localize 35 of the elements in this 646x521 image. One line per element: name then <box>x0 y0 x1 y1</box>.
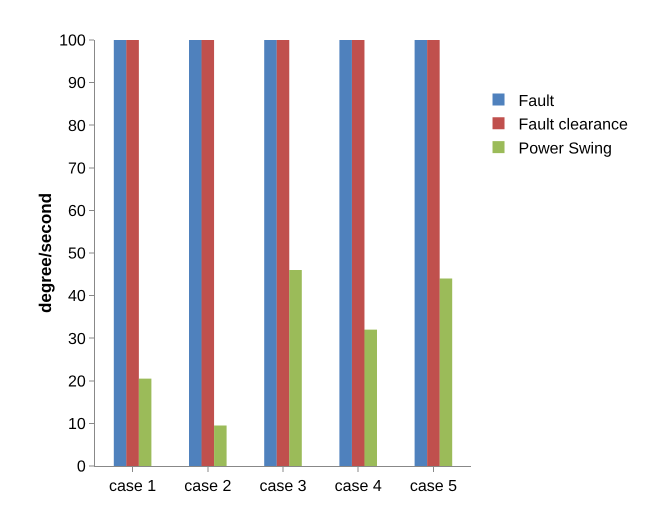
y-tick-label: 80 <box>68 118 86 135</box>
bar <box>114 40 126 466</box>
x-tick-label: case 5 <box>410 478 458 496</box>
bar <box>214 426 227 466</box>
bar <box>202 40 214 466</box>
y-tick-label: 10 <box>68 416 86 433</box>
bar <box>352 40 364 466</box>
bar <box>264 40 277 466</box>
bar <box>289 270 302 466</box>
legend-label: Power Swing <box>518 140 612 158</box>
y-tick-label: 0 <box>76 458 86 476</box>
bar <box>138 378 152 466</box>
bar <box>189 40 202 466</box>
x-tick-label: case 2 <box>184 478 232 496</box>
y-tick-label: 60 <box>68 203 86 220</box>
y-tick-label: 20 <box>68 373 86 390</box>
bar <box>339 40 352 466</box>
y-tick-label: 100 <box>59 32 86 50</box>
bar <box>126 40 139 466</box>
legend-label: Fault <box>518 92 555 110</box>
bar <box>414 40 428 466</box>
bar <box>364 330 377 466</box>
y-tick-label: 90 <box>68 75 86 92</box>
x-tick-label: case 1 <box>109 478 156 496</box>
y-tick-label: 40 <box>68 288 86 306</box>
y-tick-label: 30 <box>68 330 86 348</box>
y-tick-label: 50 <box>68 246 86 263</box>
bar <box>440 278 452 466</box>
y-axis-title: degree/second <box>36 193 55 313</box>
legend-label: Fault clearance <box>518 116 628 134</box>
x-tick-label: case 3 <box>259 478 307 496</box>
bar <box>276 40 290 466</box>
x-tick-label: case 4 <box>334 478 382 496</box>
bar <box>427 40 440 466</box>
y-tick-label: 70 <box>68 160 86 178</box>
